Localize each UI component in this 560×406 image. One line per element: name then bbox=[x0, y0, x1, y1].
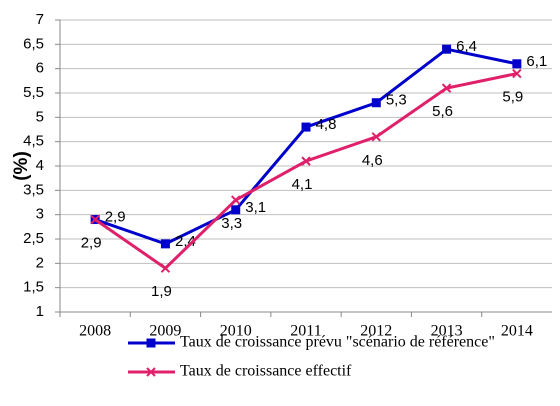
y-tick-label: 4 bbox=[36, 157, 44, 174]
x-tick-label: 2009 bbox=[149, 323, 181, 340]
y-axis-label: (%) bbox=[11, 151, 32, 181]
data-label: 2,9 bbox=[105, 209, 126, 226]
y-tick-label: 1 bbox=[36, 303, 44, 320]
point-marker bbox=[512, 68, 522, 79]
data-label: 4,6 bbox=[362, 152, 383, 169]
x-tick-label: 2013 bbox=[431, 323, 463, 340]
y-tick-label: 6,5 bbox=[23, 35, 44, 52]
x-tick-label: 2012 bbox=[360, 323, 392, 340]
data-label: 5,3 bbox=[386, 92, 407, 109]
point-marker bbox=[441, 83, 452, 93]
y-tick-label: 3,5 bbox=[23, 181, 44, 198]
y-tick-label: 1,5 bbox=[23, 279, 44, 296]
y-tick-label: 2,5 bbox=[23, 230, 44, 247]
data-label: 5,9 bbox=[502, 89, 523, 106]
data-label: 6,1 bbox=[526, 53, 547, 70]
x-tick-label: 2008 bbox=[79, 323, 111, 340]
data-label: 4,1 bbox=[292, 176, 313, 193]
point-marker bbox=[512, 59, 522, 69]
point-marker bbox=[371, 132, 381, 142]
y-tick-label: 5,5 bbox=[23, 84, 44, 101]
y-tick-label: 3 bbox=[36, 206, 44, 223]
point-marker bbox=[442, 44, 452, 54]
y-tick-label: 7 bbox=[36, 11, 44, 28]
y-tick-label: 6 bbox=[36, 60, 44, 77]
legend-marker bbox=[146, 367, 156, 377]
data-label: 3,3 bbox=[221, 215, 242, 232]
x-tick-label: 2014 bbox=[501, 323, 533, 340]
data-label: 6,4 bbox=[456, 38, 477, 55]
point-marker bbox=[301, 156, 311, 166]
x-tick-label: 2011 bbox=[290, 323, 321, 340]
data-label: 4,8 bbox=[316, 116, 337, 133]
data-label: 2,9 bbox=[81, 235, 102, 252]
point-marker bbox=[231, 205, 241, 215]
point-marker bbox=[231, 195, 241, 205]
point-marker bbox=[371, 98, 381, 108]
data-label: 5,6 bbox=[432, 103, 453, 120]
data-label: 1,9 bbox=[151, 283, 172, 300]
point-marker bbox=[160, 263, 171, 273]
point-marker bbox=[301, 122, 311, 132]
x-tick-label: 2010 bbox=[220, 323, 252, 340]
point-marker bbox=[160, 239, 170, 249]
legend-label: Taux de croissance prévu "scénario de ré… bbox=[180, 334, 495, 351]
point-marker bbox=[90, 214, 100, 225]
y-tick-label: 5 bbox=[36, 108, 44, 125]
legend-marker bbox=[146, 338, 156, 348]
y-tick-label: 2 bbox=[36, 254, 44, 271]
data-label: 3,1 bbox=[245, 199, 266, 216]
y-tick-label: 4,5 bbox=[23, 133, 44, 150]
legend-label: Taux de croissance effectif bbox=[180, 363, 352, 380]
